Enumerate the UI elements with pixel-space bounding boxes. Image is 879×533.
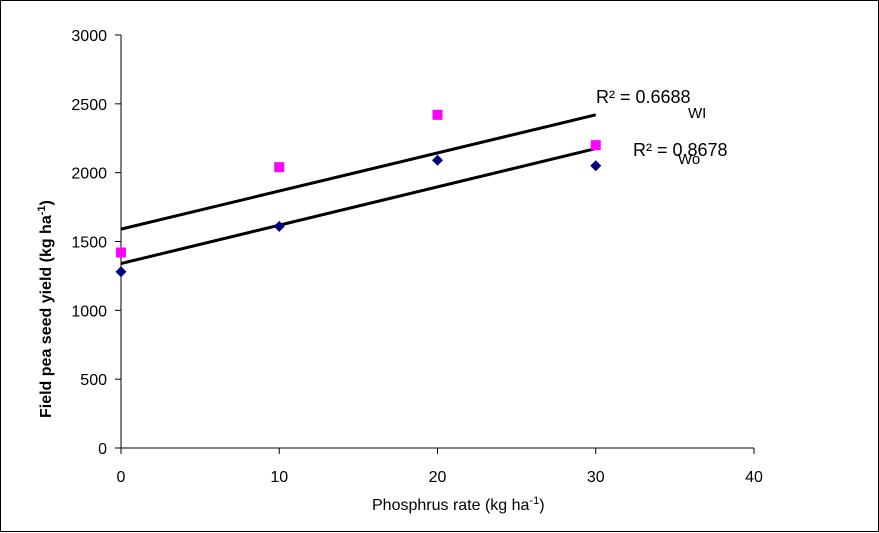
series-label-wi: WI bbox=[688, 105, 706, 122]
y-tick-label: 1500 bbox=[71, 235, 107, 252]
trendline-wi bbox=[120, 113, 597, 231]
y-axis-label-end: ) bbox=[38, 200, 55, 205]
x-tick-label: 10 bbox=[270, 469, 288, 486]
y-tick-label: 2500 bbox=[71, 97, 107, 114]
x-tick-label: 40 bbox=[745, 469, 763, 486]
point-wo bbox=[590, 160, 602, 172]
y-axis-label: Field pea seed yield (kg ha-1) bbox=[36, 200, 55, 418]
x-tick-label: 20 bbox=[429, 469, 447, 486]
x-axis-label-sup: -1 bbox=[529, 495, 539, 507]
point-wi bbox=[432, 109, 443, 120]
x-axis-label-main: Phosphrus rate (kg ha bbox=[372, 497, 530, 514]
x-ticks: 0 10 20 30 40 bbox=[117, 448, 763, 486]
r2-label-wo: R² = 0.8678 bbox=[633, 140, 728, 160]
x-tick-label: 30 bbox=[587, 469, 605, 486]
y-tick-label: 0 bbox=[98, 441, 107, 458]
x-tick-label: 0 bbox=[117, 469, 126, 486]
y-tick-label: 3000 bbox=[71, 28, 107, 45]
y-ticks: 0 500 1000 1500 2000 2500 3000 bbox=[71, 28, 121, 458]
point-wo bbox=[273, 220, 285, 232]
r2-label-wi: R² = 0.6688 bbox=[596, 87, 691, 107]
series-label-wo: Wo bbox=[678, 151, 700, 168]
x-axis-label: Phosphrus rate (kg ha-1) bbox=[372, 495, 545, 514]
y-axis-label-main: Field pea seed yield (kg ha bbox=[38, 215, 55, 418]
y-axis-label-sup: -1 bbox=[36, 205, 48, 215]
x-axis-label-end: ) bbox=[539, 497, 544, 514]
point-wi bbox=[116, 247, 126, 258]
trendline-wo bbox=[120, 147, 597, 265]
point-wi bbox=[590, 140, 601, 151]
data-points bbox=[115, 109, 602, 278]
point-wo bbox=[432, 154, 443, 166]
y-tick-label: 1000 bbox=[71, 303, 107, 320]
y-tick-label: 500 bbox=[80, 372, 107, 389]
point-wo bbox=[115, 266, 127, 278]
trendlines bbox=[120, 113, 597, 265]
point-wi bbox=[274, 162, 285, 173]
y-tick-label: 2000 bbox=[71, 166, 107, 183]
